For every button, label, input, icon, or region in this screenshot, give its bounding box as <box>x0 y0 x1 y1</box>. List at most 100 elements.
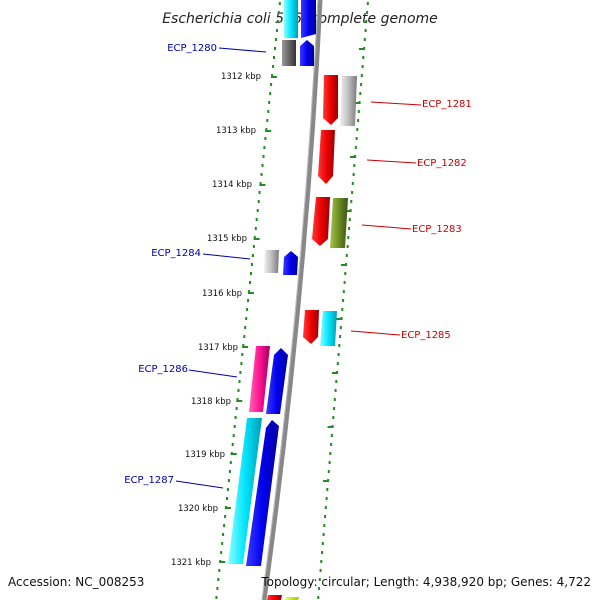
gene-block-ecp-1283[interactable] <box>312 197 330 246</box>
leader-line <box>218 47 267 53</box>
track-dot <box>259 182 262 185</box>
track-dot <box>332 416 335 419</box>
track-dot <box>351 182 354 185</box>
track-dot <box>322 533 325 536</box>
leader-line <box>366 159 417 164</box>
track-dot <box>361 65 364 68</box>
gene-label-ecp-1281[interactable]: ECP_1281 <box>422 99 472 110</box>
track-dot <box>256 209 259 212</box>
gene-label-ecp-1284[interactable]: ECP_1284 <box>151 248 201 259</box>
track-tick <box>327 426 334 428</box>
track-dot <box>363 38 366 41</box>
track-dot <box>264 137 267 140</box>
gene-label-ecp-1286[interactable]: ECP_1286 <box>138 364 188 375</box>
right-gene-labels: ECP_1281 ECP_1282 ECP_1283 ECP_1285 <box>350 99 472 341</box>
track-dot <box>262 155 265 158</box>
gene-block-ecp-1287[interactable] <box>228 418 262 564</box>
track-dot <box>364 29 367 32</box>
track-dot <box>242 344 245 347</box>
track-dot <box>229 461 232 464</box>
track-dot <box>249 281 251 284</box>
gene-block[interactable] <box>246 420 279 566</box>
track-dot <box>263 146 266 149</box>
gene-block[interactable] <box>330 198 348 248</box>
kbp-label: 1316 kbp <box>202 289 242 299</box>
track-dot <box>261 164 264 167</box>
track-dot <box>238 380 241 383</box>
gene-block-ecp-1281[interactable] <box>323 75 338 125</box>
track-dot <box>333 407 336 410</box>
track-dot <box>270 83 273 86</box>
track-dot <box>355 137 358 140</box>
track-dot <box>321 542 324 545</box>
gene-block[interactable] <box>300 40 314 66</box>
gene-block[interactable] <box>320 311 337 346</box>
gene-blocks-left <box>228 0 316 600</box>
track-dot <box>336 362 339 365</box>
track-dot <box>243 335 246 338</box>
gene-label-ecp-1280[interactable]: ECP_1280 <box>167 43 217 54</box>
track-dot <box>329 452 332 455</box>
gene-label-ecp-1287[interactable]: ECP_1287 <box>124 475 174 486</box>
gene-block[interactable] <box>284 0 298 38</box>
track-dot <box>339 326 342 329</box>
track-dot <box>276 20 279 23</box>
track-dot <box>227 479 230 482</box>
left-gene-labels: ECP_1280 ECP_1284 ECP_1286 ECP_1287 <box>124 43 267 489</box>
track-dot <box>224 515 227 518</box>
track-dot <box>345 254 348 257</box>
gene-label-ecp-1283[interactable]: ECP_1283 <box>412 224 462 235</box>
track-dot <box>352 173 355 176</box>
track-dot <box>326 488 329 491</box>
kbp-label: 1313 kbp <box>216 126 256 136</box>
track-dot <box>343 281 346 284</box>
track-tick <box>345 210 352 212</box>
leader-line <box>202 253 251 260</box>
track-dot <box>359 92 362 95</box>
track-dot <box>323 524 326 527</box>
track-dot <box>366 2 369 5</box>
track-dot <box>353 164 356 167</box>
gene-block[interactable] <box>267 595 282 600</box>
track-dot <box>324 506 327 509</box>
track-dot <box>257 200 260 203</box>
track-dot <box>342 290 345 293</box>
track-dot <box>318 578 321 581</box>
gene-label-ecp-1285[interactable]: ECP_1285 <box>401 330 451 341</box>
gene-block-ecp-1280[interactable] <box>282 40 296 66</box>
track-tick <box>354 102 361 104</box>
track-dot <box>351 191 354 194</box>
track-tick <box>270 76 277 78</box>
leader-line <box>370 101 422 106</box>
gene-block[interactable] <box>266 348 288 414</box>
track-dot <box>337 353 340 356</box>
track-dot <box>277 11 280 14</box>
track-dot <box>278 2 281 5</box>
track-dot <box>333 398 336 401</box>
track-dot <box>216 587 219 590</box>
gene-block-ecp-1282[interactable] <box>318 130 335 184</box>
track-dot <box>258 191 261 194</box>
track-tick <box>359 48 365 50</box>
track-dot <box>325 497 328 500</box>
track-dot <box>347 236 350 239</box>
leader-line <box>361 224 412 230</box>
gene-block-ecp-1284[interactable] <box>264 250 279 273</box>
track-dot <box>354 146 357 149</box>
track-dot <box>235 407 238 410</box>
genome-title: Escherichia coli 536, complete genome <box>162 11 438 27</box>
track-dot <box>317 596 320 599</box>
track-dot <box>272 65 275 68</box>
gene-block[interactable] <box>301 0 316 38</box>
gene-block-ecp-1286[interactable] <box>249 346 270 412</box>
kbp-label: 1318 kbp <box>191 397 231 407</box>
leader-line <box>175 480 224 489</box>
gene-block[interactable] <box>283 251 298 275</box>
track-dot <box>254 227 257 230</box>
gene-block-ecp-1285[interactable] <box>303 310 319 344</box>
gene-block[interactable] <box>340 76 357 126</box>
track-dot <box>215 596 218 599</box>
gene-label-ecp-1282[interactable]: ECP_1282 <box>417 158 467 169</box>
gene-block[interactable] <box>285 597 299 600</box>
track-dot <box>330 443 333 446</box>
